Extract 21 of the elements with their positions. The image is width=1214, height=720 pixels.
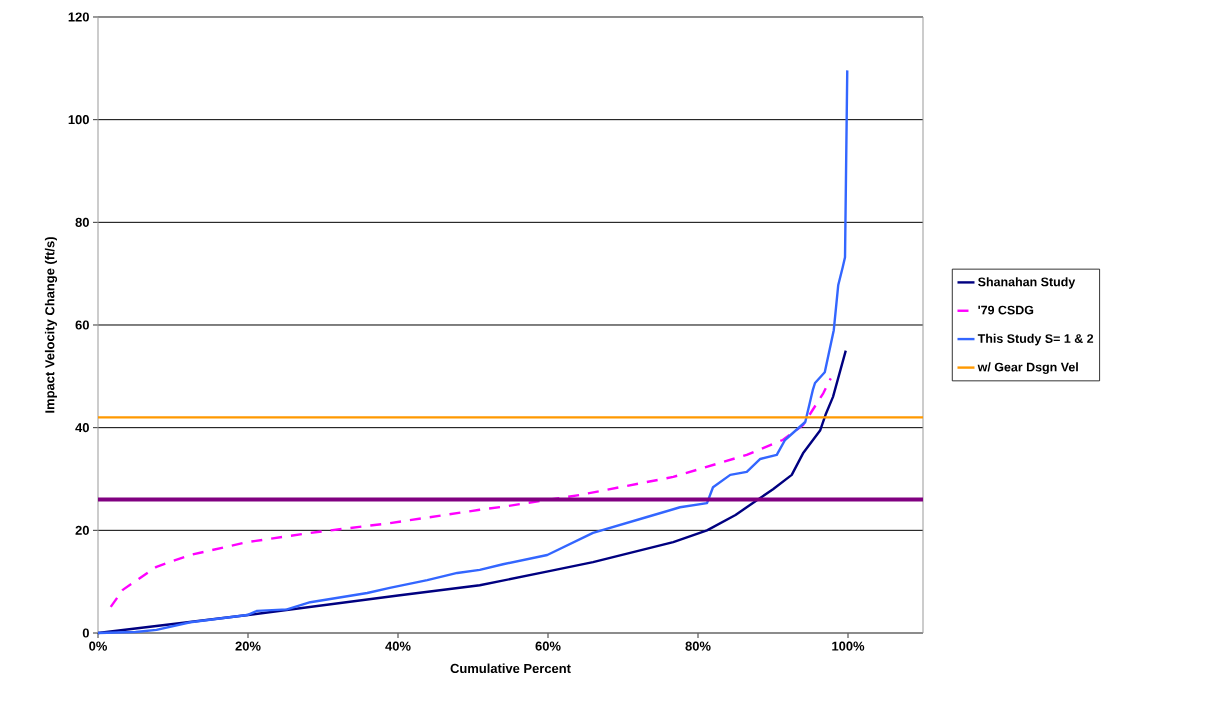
- y-tick-label: 60: [75, 320, 89, 330]
- line-series: [109, 377, 832, 609]
- y-tick-label: 100: [68, 115, 89, 125]
- x-tick-label: 20%: [235, 641, 261, 651]
- y-tick-label: 20: [75, 525, 89, 535]
- legend-label: '79 CSDG: [978, 305, 1034, 315]
- line-series: [96, 69, 849, 635]
- x-tick-label: 100%: [832, 641, 865, 651]
- legend-label: This Study S= 1 & 2: [977, 333, 1094, 346]
- y-tick-label: 120: [68, 12, 89, 22]
- legend-label: w/ Gear Dsgn Vel: [977, 362, 1078, 374]
- legend-label: Shanahan Study: [978, 277, 1076, 289]
- x-axis-title: Cumulative Percent: [450, 663, 571, 674]
- y-tick-label: 40: [75, 423, 89, 433]
- x-tick-label: 80%: [685, 641, 711, 651]
- x-tick-label: 60%: [535, 641, 561, 651]
- y-tick-label: 80: [75, 217, 89, 227]
- y-tick-label: 0: [82, 628, 89, 638]
- y-axis-title: Impact Velocity Change (ft/s): [44, 237, 58, 413]
- x-tick-label: 0%: [89, 641, 108, 651]
- x-tick-label: 40%: [385, 641, 411, 651]
